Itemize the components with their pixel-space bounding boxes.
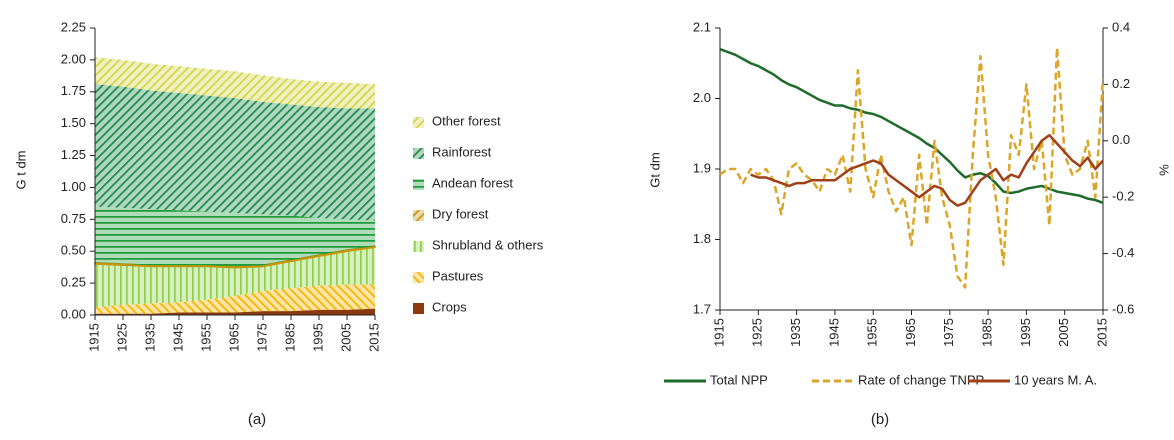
y2-tick-label: 0.4 bbox=[1112, 19, 1130, 34]
legend-label: Rainforest bbox=[432, 144, 492, 159]
y-tick-label: 0.75 bbox=[61, 211, 86, 226]
legend-label: Dry forest bbox=[432, 206, 489, 221]
area bbox=[95, 84, 375, 221]
y2-tick-label: -0.2 bbox=[1112, 189, 1134, 204]
x-tick-label: 1915 bbox=[711, 318, 726, 347]
x-tick-label: 1955 bbox=[865, 318, 880, 347]
legend-swatch bbox=[413, 210, 424, 221]
legend-label: 10 years M. A. bbox=[1014, 372, 1097, 387]
x-tick-label: 2005 bbox=[338, 323, 353, 352]
x-tick-label: 1955 bbox=[198, 323, 213, 352]
x-tick-label: 1915 bbox=[86, 323, 101, 352]
x-tick-label: 1945 bbox=[170, 323, 185, 352]
legend-swatch bbox=[413, 117, 424, 128]
x-tick-label: 2005 bbox=[1056, 318, 1071, 347]
x-tick-label: 1975 bbox=[254, 323, 269, 352]
y2-tick-label: 0.0 bbox=[1112, 132, 1130, 147]
y2-tick-label: -0.4 bbox=[1112, 245, 1134, 260]
area bbox=[95, 247, 375, 308]
x-tick-label: 1985 bbox=[282, 323, 297, 352]
legend-swatch bbox=[413, 303, 424, 314]
x-tick-label: 1925 bbox=[114, 323, 129, 352]
x-tick-label: 1965 bbox=[903, 318, 918, 347]
legend-swatch bbox=[413, 272, 424, 283]
line bbox=[750, 133, 1104, 207]
y-axis-label: G t dm bbox=[13, 150, 28, 189]
legend-swatch bbox=[413, 179, 424, 190]
legend-label: Shrubland & others bbox=[432, 237, 544, 252]
x-tick-label: 2015 bbox=[1094, 318, 1109, 347]
y-tick-label: 2.25 bbox=[61, 19, 86, 34]
y-axis-label: Gt dm bbox=[647, 152, 662, 187]
caption: (b) bbox=[871, 411, 889, 428]
x-tick-label: 1995 bbox=[1018, 318, 1033, 347]
y-tick-label: 0.00 bbox=[61, 306, 86, 321]
x-tick-label: 1935 bbox=[142, 323, 157, 352]
y-tick-label: 2.0 bbox=[693, 90, 711, 105]
y-tick-label: 1.75 bbox=[61, 83, 86, 98]
x-tick-label: 1925 bbox=[750, 318, 765, 347]
area bbox=[95, 284, 375, 314]
legend-label: Pastures bbox=[432, 268, 484, 283]
y-tick-label: 1.25 bbox=[61, 147, 86, 162]
y2-tick-label: 0.2 bbox=[1112, 76, 1130, 91]
y-tick-label: 2.00 bbox=[61, 51, 86, 66]
x-tick-label: 1975 bbox=[941, 318, 956, 347]
legend-label: Other forest bbox=[432, 113, 501, 128]
x-tick-label: 1995 bbox=[310, 323, 325, 352]
area bbox=[95, 57, 375, 109]
x-tick-label: 1985 bbox=[980, 318, 995, 347]
x-tick-label: 2015 bbox=[366, 323, 381, 352]
line bbox=[719, 47, 1104, 205]
y2-tick-label: -0.6 bbox=[1112, 301, 1134, 316]
y-tick-label: 0.50 bbox=[61, 243, 86, 258]
line bbox=[719, 46, 1105, 289]
caption: (a) bbox=[248, 411, 266, 428]
y-tick-label: 1.9 bbox=[693, 160, 711, 175]
y-tick-label: 1.50 bbox=[61, 115, 86, 130]
y2-axis-label: % bbox=[1157, 164, 1172, 176]
area bbox=[95, 206, 375, 267]
y-tick-label: 1.00 bbox=[61, 179, 86, 194]
legend-swatch bbox=[413, 241, 424, 252]
area bbox=[95, 308, 375, 315]
legend-label: Crops bbox=[432, 299, 467, 314]
x-tick-label: 1965 bbox=[226, 323, 241, 352]
y-tick-label: 2.1 bbox=[693, 19, 711, 34]
legend-label: Rate of change TNPP bbox=[858, 372, 984, 387]
legend-label: Total NPP bbox=[710, 372, 768, 387]
legend-swatch bbox=[413, 148, 424, 159]
x-tick-label: 1945 bbox=[826, 318, 841, 347]
x-tick-label: 1935 bbox=[788, 318, 803, 347]
y-tick-label: 1.7 bbox=[693, 301, 711, 316]
legend-label: Andean forest bbox=[432, 175, 513, 190]
y-tick-label: 0.25 bbox=[61, 275, 86, 290]
y-tick-label: 1.8 bbox=[693, 231, 711, 246]
